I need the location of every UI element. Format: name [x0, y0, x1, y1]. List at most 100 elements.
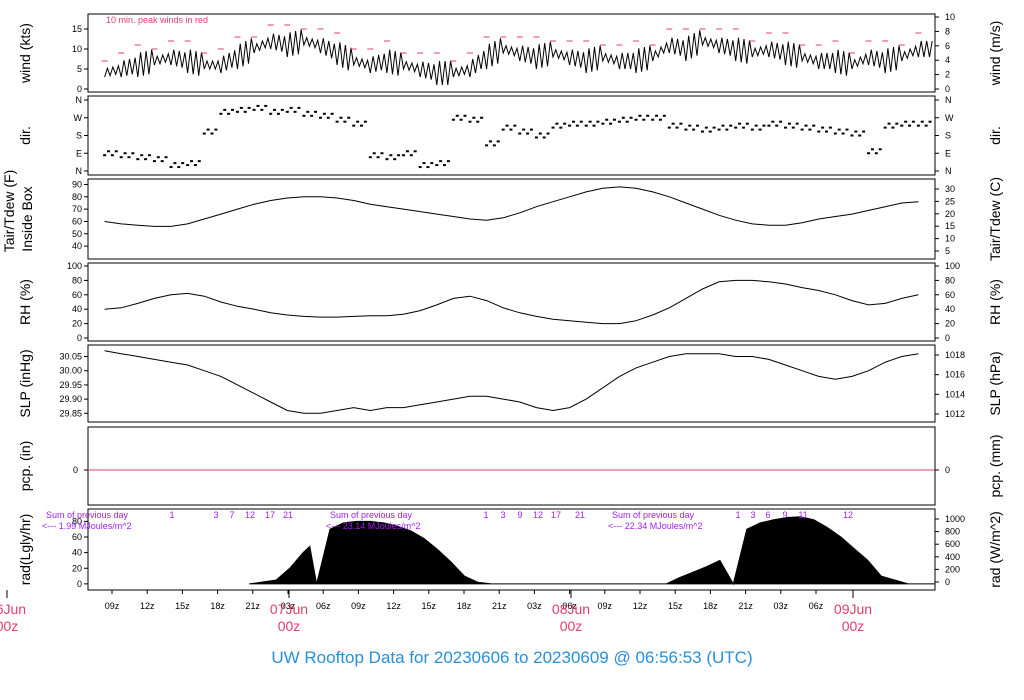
x-tick-label: 15z [175, 601, 190, 611]
daily-sum-label: Sum of previous day [612, 510, 695, 520]
y-tick-label-right: 40 [945, 304, 955, 314]
direction-point [708, 130, 712, 133]
direction-point [584, 124, 588, 127]
y-tick-label-right: S [945, 131, 951, 141]
y-tick-label-right: 25 [945, 196, 955, 206]
direction-point [858, 134, 862, 137]
y-tick-label-right: 1018 [945, 350, 965, 360]
direction-point [119, 156, 123, 159]
direction-point [817, 130, 821, 133]
y-tick-label: 50 [72, 229, 82, 239]
y-tick-label-right: 1014 [945, 389, 965, 399]
radiation-area [248, 516, 936, 586]
direction-point [393, 158, 397, 161]
direction-point [243, 110, 247, 113]
direction-point [422, 162, 426, 165]
direction-point [359, 124, 363, 127]
direction-point [551, 126, 555, 129]
direction-point [575, 124, 579, 127]
direction-point [426, 166, 430, 169]
hour-mark: 7 [229, 510, 234, 520]
y-tick-label-right: 15 [945, 221, 955, 231]
hour-mark: 9 [782, 510, 787, 520]
direction-point [402, 154, 406, 157]
direction-point [700, 130, 704, 133]
y-tick-label: 60 [72, 216, 82, 226]
direction-point [688, 124, 692, 127]
direction-point [446, 160, 450, 163]
direction-point [679, 122, 683, 125]
direction-point [526, 132, 530, 135]
date-label: 08Jun [552, 601, 590, 617]
direction-point [459, 118, 463, 121]
x-tick-label: 09z [351, 601, 366, 611]
panel-frame [87, 178, 936, 260]
direction-point [339, 116, 343, 119]
direction-point [186, 164, 190, 167]
direction-point [397, 154, 401, 157]
y-tick-label: E [76, 148, 82, 158]
y-tick-label: 0 [77, 333, 82, 343]
y-tick-label-right: N [945, 166, 952, 176]
direction-point [529, 128, 533, 131]
date-label: 09Jun [834, 601, 872, 617]
direction-point [779, 120, 783, 123]
date-label: 07Jun [270, 601, 308, 617]
y-tick-label: W [74, 113, 83, 123]
y-axis-label: SLP (inHg) [17, 349, 33, 417]
y-tick-label-right: N [945, 95, 952, 105]
direction-point [522, 128, 526, 131]
rh-series-line [104, 279, 919, 325]
direction-point [455, 114, 459, 117]
x-tick-label: 18z [457, 601, 472, 611]
hour-mark: 11 [798, 510, 807, 520]
x-tick-label: 12z [386, 601, 401, 611]
direction-point [621, 116, 625, 119]
y-tick-label: 29.85 [59, 408, 82, 418]
y-tick-label: 40 [72, 548, 82, 558]
y-tick-label-right: 200 [945, 564, 960, 574]
direction-point [409, 154, 413, 157]
direction-point [356, 120, 360, 123]
y-tick-label-right: 600 [945, 539, 960, 549]
direction-point [891, 126, 895, 129]
direction-point [568, 124, 572, 127]
temp-series-line [104, 186, 919, 227]
y-tick-label-right: 0 [945, 577, 950, 587]
direction-point [152, 160, 156, 163]
direction-point [667, 126, 671, 129]
y-axis-label-right: RH (%) [987, 279, 1003, 325]
direction-point [696, 124, 700, 127]
direction-point [767, 124, 771, 127]
direction-point [214, 128, 218, 131]
direction-point [114, 150, 118, 153]
direction-point [156, 156, 160, 159]
y-axis-label: pcp. (in) [17, 441, 33, 492]
direction-point [347, 116, 351, 119]
y-tick-label: 80 [72, 516, 82, 526]
direction-point [103, 154, 107, 157]
direction-point [671, 122, 675, 125]
y-tick-label: 70 [72, 204, 82, 214]
direction-point [193, 164, 197, 167]
direction-point [509, 128, 513, 131]
y-tick-label: 20 [72, 563, 82, 573]
y-tick-label-right: 60 [945, 290, 955, 300]
y-tick-label: 29.95 [59, 380, 82, 390]
y-tick-label: 0 [77, 579, 82, 589]
direction-point [468, 120, 472, 123]
direction-point [389, 154, 393, 157]
date-time-label: 00z [842, 618, 865, 634]
direction-point [276, 112, 280, 115]
x-axis: 09z 12z 15z 18z 21z 03z 06z 09z 12z 15z 18z 21z 03z 0… [0, 589, 935, 634]
y-tick-label-right: 4 [945, 55, 950, 65]
chart-title: UW Rooftop Data for 20230606 to 20230609… [271, 648, 753, 667]
direction-point [164, 156, 168, 159]
y-tick-label: 0 [73, 465, 78, 475]
direction-point [804, 124, 808, 127]
direction-point [297, 106, 301, 109]
direction-point [625, 120, 629, 123]
direction-point [638, 114, 642, 117]
direction-point [476, 120, 480, 123]
